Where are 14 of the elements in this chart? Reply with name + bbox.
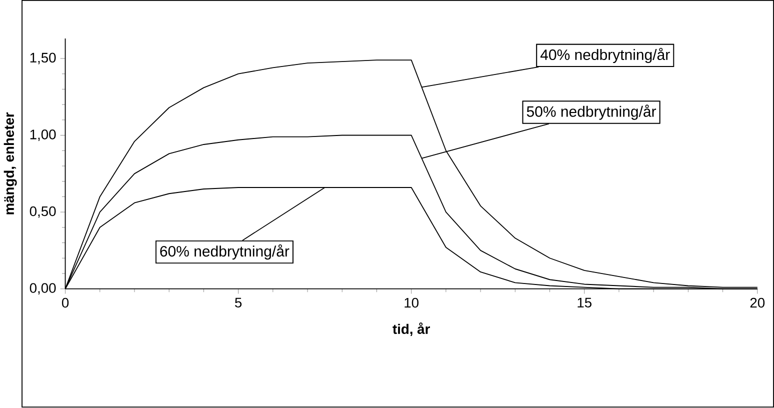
x-axis-title: tid, år bbox=[392, 322, 430, 336]
x-tick-label: 5 bbox=[235, 298, 242, 308]
y-tick-label: 0,50 bbox=[30, 206, 56, 218]
y-tick-label: 1,00 bbox=[30, 130, 56, 142]
x-tick-label: 15 bbox=[578, 298, 592, 308]
text: 60% nedbrytning/år bbox=[160, 244, 290, 260]
text: 50% nedbrytning/år bbox=[526, 104, 656, 120]
text: 40% nedbrytning/år bbox=[540, 48, 670, 64]
y-axis-title: mängd, enheter bbox=[4, 112, 17, 215]
x-tick-label: 10 bbox=[404, 298, 418, 308]
x-tick-label: 20 bbox=[750, 298, 765, 308]
y-tick-label: 1,50 bbox=[30, 53, 56, 64]
x-tick-label: 0 bbox=[62, 298, 69, 308]
y-tick-label: 0,00 bbox=[30, 283, 56, 295]
